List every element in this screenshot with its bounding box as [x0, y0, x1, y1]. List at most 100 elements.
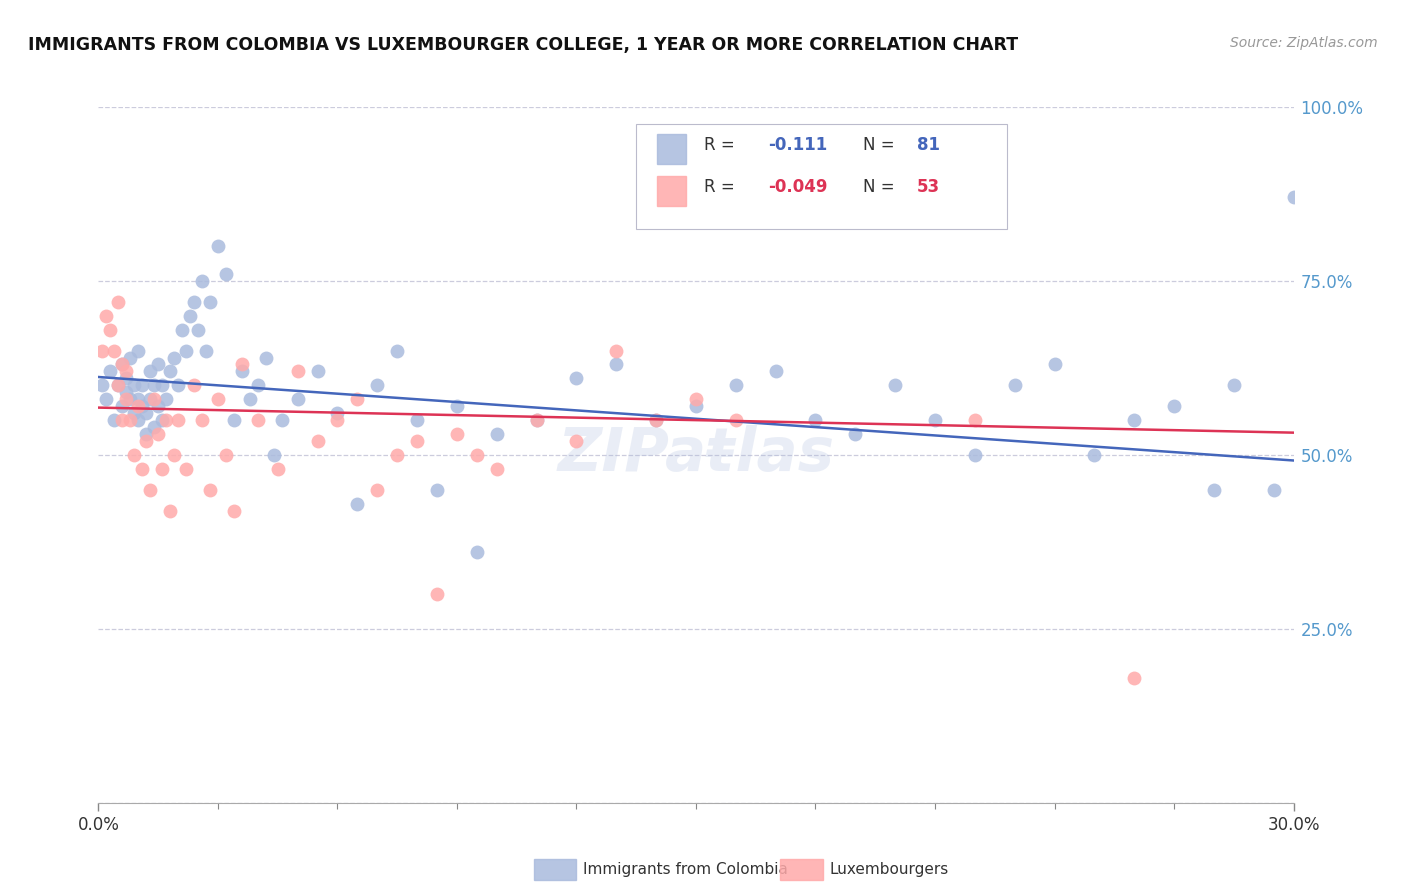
Point — [565, 434, 588, 448]
Point — [183, 378, 205, 392]
Text: Source: ZipAtlas.com: Source: ZipAtlas.com — [1230, 36, 1378, 50]
Point — [287, 364, 309, 378]
Point — [239, 392, 262, 407]
Point — [91, 378, 114, 392]
Point — [131, 378, 153, 392]
Point — [127, 399, 149, 413]
Point — [963, 448, 986, 462]
Point — [143, 392, 166, 407]
Point — [135, 434, 157, 448]
Point — [1083, 448, 1105, 462]
Text: ZIPaŧlas: ZIPaŧlas — [557, 425, 835, 484]
Point — [115, 385, 138, 400]
Point — [148, 427, 170, 442]
Point — [111, 358, 134, 372]
Text: N =: N = — [863, 136, 894, 154]
Point — [159, 364, 181, 378]
Point — [215, 448, 238, 462]
Text: 53: 53 — [917, 178, 941, 196]
Point — [645, 413, 668, 427]
Point — [426, 483, 449, 497]
Text: N =: N = — [863, 178, 894, 196]
Point — [191, 413, 214, 427]
Point — [724, 378, 747, 392]
Point — [1163, 399, 1185, 413]
Point — [884, 378, 907, 392]
Point — [215, 267, 238, 281]
Point — [270, 413, 292, 427]
Point — [263, 448, 285, 462]
Point — [111, 399, 134, 413]
Point — [167, 413, 190, 427]
Point — [127, 413, 149, 427]
Point — [107, 378, 129, 392]
Point — [155, 413, 177, 427]
Point — [98, 364, 122, 378]
Text: Immigrants from Colombia: Immigrants from Colombia — [583, 863, 789, 877]
Point — [143, 420, 166, 434]
Point — [765, 211, 787, 226]
Point — [103, 413, 125, 427]
Point — [685, 399, 707, 413]
Point — [565, 371, 588, 385]
Point — [485, 462, 508, 476]
Point — [159, 503, 181, 517]
Point — [326, 406, 349, 420]
Point — [131, 462, 153, 476]
Text: -0.111: -0.111 — [768, 136, 827, 154]
Point — [645, 413, 668, 427]
Point — [120, 351, 142, 365]
Point — [135, 427, 157, 442]
Text: -0.049: -0.049 — [768, 178, 827, 196]
Point — [98, 323, 122, 337]
Point — [254, 351, 277, 365]
Point — [1202, 483, 1225, 497]
Point — [1282, 190, 1305, 204]
Point — [963, 413, 986, 427]
Point — [150, 378, 173, 392]
Point — [246, 378, 269, 392]
Point — [150, 413, 173, 427]
Point — [426, 587, 449, 601]
Point — [124, 378, 146, 392]
Point — [804, 413, 827, 427]
Point — [385, 448, 409, 462]
Point — [107, 294, 129, 309]
Text: Luxembourgers: Luxembourgers — [830, 863, 949, 877]
Point — [174, 343, 197, 358]
Point — [143, 378, 166, 392]
Point — [307, 364, 329, 378]
Point — [198, 294, 221, 309]
Point — [195, 343, 218, 358]
Point — [111, 413, 134, 427]
Point — [231, 358, 253, 372]
Point — [120, 413, 142, 427]
Point — [1123, 671, 1146, 685]
Point — [96, 309, 118, 323]
Point — [406, 434, 429, 448]
Point — [115, 371, 138, 385]
Point — [385, 343, 409, 358]
Point — [111, 358, 134, 372]
Point — [605, 343, 627, 358]
Point — [124, 448, 146, 462]
Point — [605, 358, 627, 372]
Point — [485, 427, 508, 442]
Point — [465, 545, 488, 559]
Point — [139, 483, 162, 497]
Point — [406, 413, 429, 427]
Point — [366, 483, 388, 497]
Point — [446, 427, 468, 442]
Point — [127, 392, 149, 407]
Point — [685, 392, 707, 407]
Point — [96, 392, 118, 407]
Point — [172, 323, 194, 337]
Point — [163, 448, 186, 462]
Point — [131, 399, 153, 413]
Point — [307, 434, 329, 448]
Point — [326, 413, 349, 427]
Point — [187, 323, 209, 337]
Bar — [657, 134, 686, 164]
Point — [246, 413, 269, 427]
Point — [1004, 378, 1026, 392]
